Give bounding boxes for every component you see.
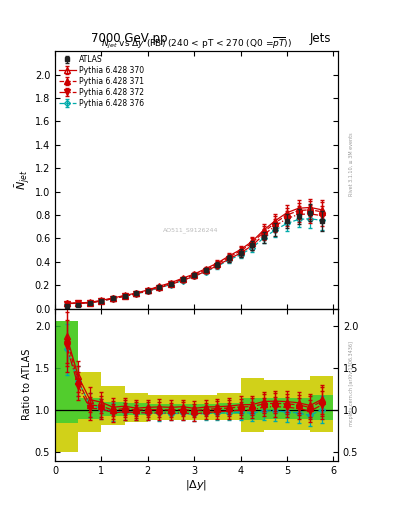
Text: mcplots.cern.ch [arXiv:1306.3436]: mcplots.cern.ch [arXiv:1306.3436]	[349, 342, 354, 426]
Title: $N_{jet}$ vs $\Delta y$ (FB) (240 < pT < 270 (Q0 =$\overline{pT}$)): $N_{jet}$ vs $\Delta y$ (FB) (240 < pT <…	[101, 36, 292, 51]
Legend: ATLAS, Pythia 6.428 370, Pythia 6.428 371, Pythia 6.428 372, Pythia 6.428 376: ATLAS, Pythia 6.428 370, Pythia 6.428 37…	[57, 53, 145, 109]
Y-axis label: Ratio to ATLAS: Ratio to ATLAS	[22, 349, 32, 420]
Text: Rivet 3.1.10, ≥ 3M events: Rivet 3.1.10, ≥ 3M events	[349, 132, 354, 196]
Text: 7000 GeV pp: 7000 GeV pp	[92, 32, 168, 46]
Y-axis label: $\bar{N}_{jet}$: $\bar{N}_{jet}$	[13, 169, 32, 190]
Text: Jets: Jets	[310, 32, 331, 46]
X-axis label: $|\Delta y|$: $|\Delta y|$	[185, 478, 208, 493]
Text: AO511_S9126244: AO511_S9126244	[163, 227, 218, 233]
